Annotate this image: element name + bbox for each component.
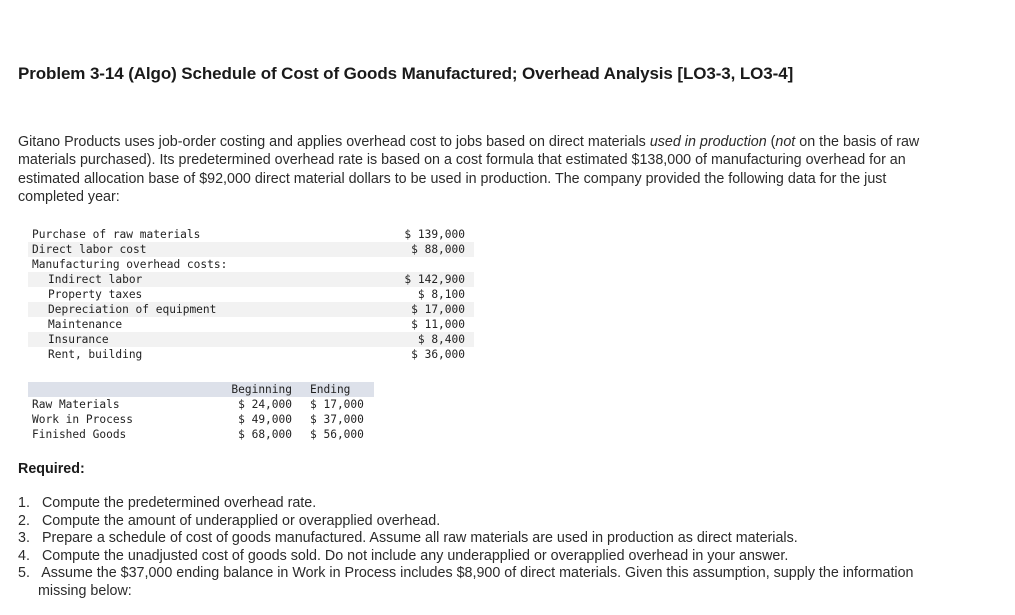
row-value: $ 142,900 [369,272,474,287]
table-header-row: Beginning Ending [28,382,374,397]
required-item: 2. Compute the amount of underapplied or… [18,513,948,531]
item-number: 1. [18,495,30,511]
row-ending: $ 17,000 [310,398,364,411]
row-label: Insurance [28,332,369,347]
row-value: $ 8,100 [417,288,465,301]
table-row: Depreciation of equipment $ 17,000 [28,302,474,317]
row-value: $ 139,000 [404,228,465,241]
cost-data-table: Purchase of raw materials $ 139,000 Direc… [28,227,474,362]
row-ending: $ 56,000 [310,428,364,441]
table-row: Manufacturing overhead costs: [28,257,474,272]
intro-italic-2: not [775,134,796,150]
problem-title: Problem 3-14 (Algo) Schedule of Cost of … [18,64,794,83]
table-row: Rent, building $ 36,000 [28,347,474,362]
required-heading: Required: [18,461,85,477]
row-value: $ 11,000 [411,318,465,331]
header-ending: Ending [302,382,374,397]
row-value: $ 17,000 [369,302,474,317]
row-value: $ 88,000 [369,242,474,257]
row-label: Property taxes [48,288,143,301]
row-value [369,257,474,272]
row-label: Purchase of raw materials [32,228,201,241]
table-row: Property taxes $ 8,100 [28,287,474,302]
item-number: 4. [18,547,30,564]
row-beginning: $ 68,000 [238,428,292,441]
required-item: 4. Compute the unadjusted cost of goods … [18,548,948,566]
intro-text-1: Gitano Products uses job-order costing a… [18,134,650,150]
row-label: Depreciation of equipment [28,302,369,317]
table-row: Maintenance $ 11,000 [28,317,474,332]
table-row: Raw Materials $ 24,000 $ 17,000 [28,397,374,412]
row-value: $ 36,000 [411,348,465,361]
intro-italic-1: used in production [649,134,767,150]
row-beginning: $ 24,000 [238,398,292,411]
required-item: 3. Prepare a schedule of cost of goods m… [18,530,948,548]
item-number: 2. [18,512,30,529]
item-text: Compute the amount of underapplied or ov… [41,512,441,529]
table-row: Direct labor cost $ 88,000 [28,242,474,257]
inventory-table: Beginning Ending Raw Materials $ 24,000 $ 1… [28,382,374,442]
header-beginning: Beginning [208,382,302,397]
required-list: 1. Compute the predetermined overhead ra… [18,495,948,600]
problem-intro: Gitano Products uses job-order costing a… [18,133,948,206]
item-number: 5. [18,565,30,581]
item-text: Compute the unadjusted cost of goods sol… [41,547,789,564]
intro-text-3: on the basis of raw materials purchased)… [18,134,920,205]
row-label: Finished Goods [32,428,127,441]
row-label: Indirect labor [28,272,369,287]
header-blank [28,382,208,397]
item-number: 3. [18,530,30,546]
required-item: 5. Assume the $37,000 ending balance in … [18,565,948,600]
row-value: $ 8,400 [369,332,474,347]
table-row: Finished Goods $ 68,000 $ 56,000 [28,427,374,442]
row-label: Maintenance [48,318,123,331]
row-label: Raw Materials [32,398,120,411]
table-row: Insurance $ 8,400 [28,332,474,347]
row-beginning: $ 49,000 [238,413,292,426]
item-text: Assume the $37,000 ending balance in Wor… [38,565,914,599]
row-label: Work in Process [32,413,134,426]
row-ending: $ 37,000 [310,413,364,426]
item-text: Prepare a schedule of cost of goods manu… [41,530,798,546]
table-row: Indirect labor $ 142,900 [28,272,474,287]
table-row: Purchase of raw materials $ 139,000 [28,227,474,242]
item-text: Compute the predetermined overhead rate. [41,495,317,511]
intro-text-2: ( [766,134,776,150]
required-item: 1. Compute the predetermined overhead ra… [18,495,948,513]
row-label: Manufacturing overhead costs: [32,258,228,271]
row-label: Direct labor cost [28,242,369,257]
row-label: Rent, building [48,348,143,361]
table-row: Work in Process $ 49,000 $ 37,000 [28,412,374,427]
